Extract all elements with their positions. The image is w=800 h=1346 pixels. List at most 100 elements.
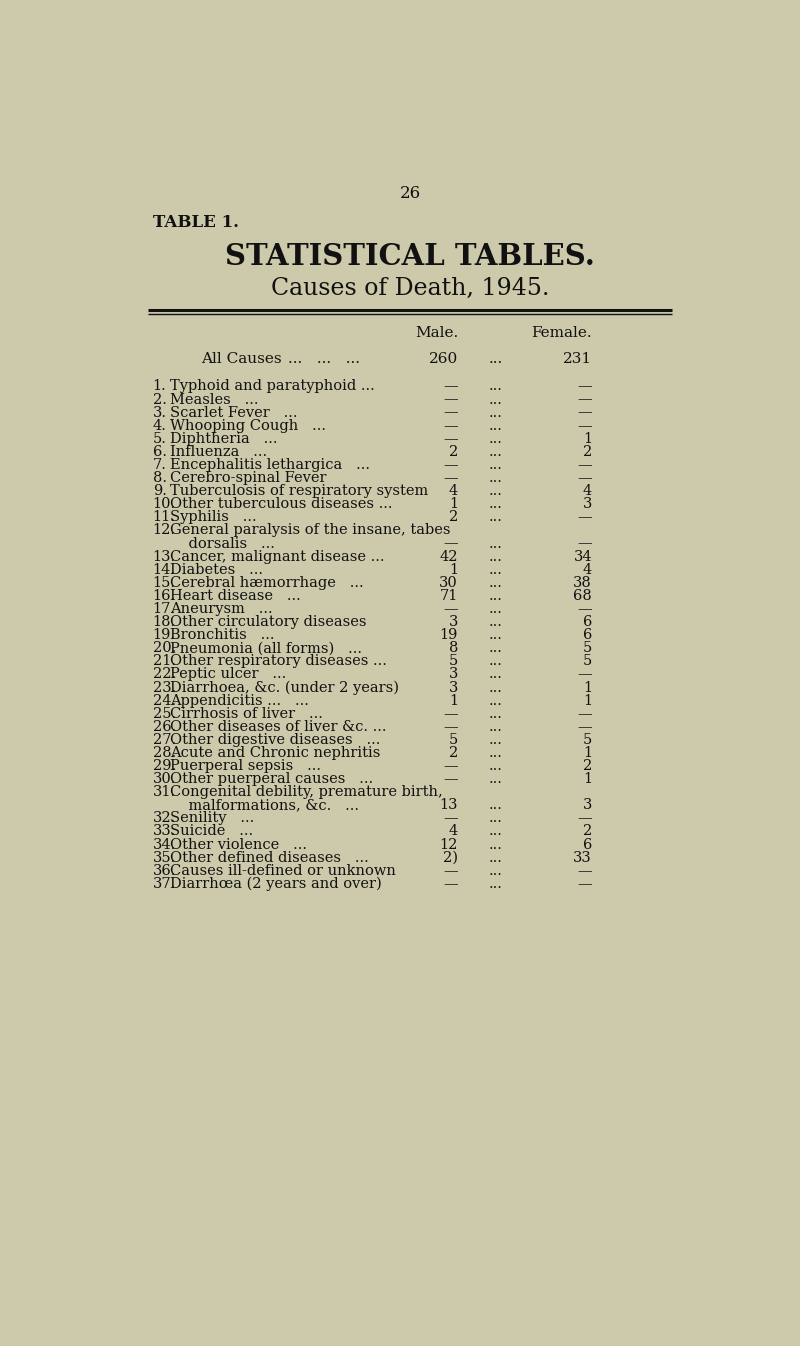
Text: Cerebral hæmorrhage   ...: Cerebral hæmorrhage ... xyxy=(170,576,363,590)
Text: 2: 2 xyxy=(449,746,458,760)
Text: —: — xyxy=(443,707,458,720)
Text: —: — xyxy=(443,432,458,446)
Text: 11.: 11. xyxy=(153,510,175,525)
Text: malformations, &c.   ...: malformations, &c. ... xyxy=(170,798,358,812)
Text: —: — xyxy=(443,393,458,406)
Text: 3: 3 xyxy=(582,798,592,812)
Text: Encephalitis lethargica   ...: Encephalitis lethargica ... xyxy=(170,458,370,472)
Text: Other digestive diseases   ...: Other digestive diseases ... xyxy=(170,732,380,747)
Text: —: — xyxy=(443,773,458,786)
Text: Diarrhœa (2 years and over): Diarrhœa (2 years and over) xyxy=(170,876,382,891)
Text: ...: ... xyxy=(489,732,503,747)
Text: 4: 4 xyxy=(583,563,592,576)
Text: 4: 4 xyxy=(449,485,458,498)
Text: 68: 68 xyxy=(574,588,592,603)
Text: 5: 5 xyxy=(449,654,458,669)
Text: ...: ... xyxy=(489,353,503,366)
Text: 8.: 8. xyxy=(153,471,166,485)
Text: General paralysis of the insane, tabes: General paralysis of the insane, tabes xyxy=(170,524,450,537)
Text: Cirrhosis of liver   ...: Cirrhosis of liver ... xyxy=(170,707,322,720)
Text: Other circulatory diseases: Other circulatory diseases xyxy=(170,615,366,629)
Text: 1: 1 xyxy=(583,432,592,446)
Text: —: — xyxy=(443,405,458,420)
Text: 12: 12 xyxy=(440,837,458,852)
Text: 33: 33 xyxy=(574,851,592,864)
Text: —: — xyxy=(578,864,592,878)
Text: —: — xyxy=(443,471,458,485)
Text: 1: 1 xyxy=(449,497,458,511)
Text: —: — xyxy=(443,759,458,773)
Text: 27.: 27. xyxy=(153,732,176,747)
Text: 25.: 25. xyxy=(153,707,176,720)
Text: 37.: 37. xyxy=(153,876,176,891)
Text: 2.: 2. xyxy=(153,393,166,406)
Text: —: — xyxy=(443,380,458,393)
Text: 35.: 35. xyxy=(153,851,176,864)
Text: ...: ... xyxy=(489,432,503,446)
Text: ...: ... xyxy=(489,707,503,720)
Text: dorsalis   ...: dorsalis ... xyxy=(170,537,274,551)
Text: Syphilis   ...: Syphilis ... xyxy=(170,510,256,525)
Text: Cancer, malignant disease ...: Cancer, malignant disease ... xyxy=(170,549,384,564)
Text: 19: 19 xyxy=(440,629,458,642)
Text: 4: 4 xyxy=(583,485,592,498)
Text: —: — xyxy=(578,876,592,891)
Text: —: — xyxy=(578,720,592,734)
Text: Congenital debility, premature birth,: Congenital debility, premature birth, xyxy=(170,785,442,800)
Text: 7.: 7. xyxy=(153,458,166,472)
Text: ...: ... xyxy=(489,837,503,852)
Text: ...: ... xyxy=(489,629,503,642)
Text: STATISTICAL TABLES.: STATISTICAL TABLES. xyxy=(225,242,595,272)
Text: Other violence   ...: Other violence ... xyxy=(170,837,306,852)
Text: ...: ... xyxy=(489,773,503,786)
Text: 10.: 10. xyxy=(153,497,176,511)
Text: 6: 6 xyxy=(582,837,592,852)
Text: Bronchitis   ...: Bronchitis ... xyxy=(170,629,274,642)
Text: —: — xyxy=(578,471,592,485)
Text: 26.: 26. xyxy=(153,720,176,734)
Text: 16.: 16. xyxy=(153,588,176,603)
Text: 13.: 13. xyxy=(153,549,176,564)
Text: 5: 5 xyxy=(583,641,592,656)
Text: 1: 1 xyxy=(583,746,592,760)
Text: 6: 6 xyxy=(582,629,592,642)
Text: —: — xyxy=(578,812,592,825)
Text: 30.: 30. xyxy=(153,773,176,786)
Text: 38: 38 xyxy=(574,576,592,590)
Text: ...: ... xyxy=(489,602,503,616)
Text: ...: ... xyxy=(489,668,503,681)
Text: 2: 2 xyxy=(583,825,592,839)
Text: 19.: 19. xyxy=(153,629,176,642)
Text: —: — xyxy=(578,668,592,681)
Text: ...: ... xyxy=(489,864,503,878)
Text: Other diseases of liver &c. ...: Other diseases of liver &c. ... xyxy=(170,720,386,734)
Text: ...: ... xyxy=(489,720,503,734)
Text: 1: 1 xyxy=(583,681,592,695)
Text: 3: 3 xyxy=(449,681,458,695)
Text: Measles   ...: Measles ... xyxy=(170,393,258,406)
Text: 23.: 23. xyxy=(153,681,176,695)
Text: —: — xyxy=(578,537,592,551)
Text: 4: 4 xyxy=(449,825,458,839)
Text: ...: ... xyxy=(489,446,503,459)
Text: ...: ... xyxy=(489,497,503,511)
Text: —: — xyxy=(578,510,592,525)
Text: 6: 6 xyxy=(582,615,592,629)
Text: 1: 1 xyxy=(449,563,458,576)
Text: 6.: 6. xyxy=(153,446,166,459)
Text: ...: ... xyxy=(489,825,503,839)
Text: —: — xyxy=(578,380,592,393)
Text: ...: ... xyxy=(489,759,503,773)
Text: 5: 5 xyxy=(583,732,592,747)
Text: 34: 34 xyxy=(574,549,592,564)
Text: ...: ... xyxy=(489,510,503,525)
Text: Typhoid and paratyphoid ...: Typhoid and paratyphoid ... xyxy=(170,380,374,393)
Text: 14.: 14. xyxy=(153,563,176,576)
Text: Male.: Male. xyxy=(415,326,458,339)
Text: Pneumonia (all forms)   ...: Pneumonia (all forms) ... xyxy=(170,641,362,656)
Text: ...: ... xyxy=(489,876,503,891)
Text: —: — xyxy=(443,458,458,472)
Text: 5.: 5. xyxy=(153,432,166,446)
Text: ...: ... xyxy=(489,851,503,864)
Text: Cerebro-spinal Fever: Cerebro-spinal Fever xyxy=(170,471,326,485)
